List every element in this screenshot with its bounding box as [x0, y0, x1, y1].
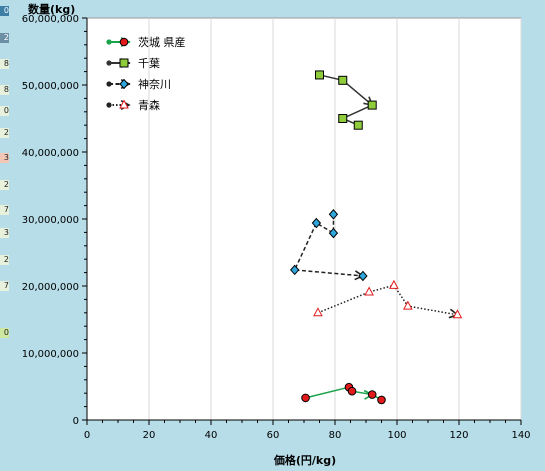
left-strip-cell: 8 — [0, 85, 9, 95]
x-tick-label: 80 — [329, 430, 342, 441]
y-tick-label: 30,000,000 — [22, 215, 79, 226]
data-point — [315, 70, 324, 80]
x-axis-title: 価格(円/kg) — [273, 453, 336, 467]
x-tick-label: 60 — [267, 430, 280, 441]
data-point — [290, 264, 300, 276]
data-point — [452, 309, 463, 319]
axes: 0 20 40 60 80 100 120 140 0 10,000,000 20,000,000 3… — [22, 14, 531, 441]
data-point — [367, 390, 377, 399]
x-tick-label: 140 — [511, 430, 530, 441]
x-tick-label: 120 — [449, 430, 468, 441]
data-point — [328, 209, 339, 220]
left-strip-cell: 2 — [0, 255, 9, 265]
data-point — [338, 75, 348, 85]
y-tick-label: 60,000,000 — [22, 14, 79, 25]
data-point — [367, 100, 377, 110]
left-strip-cell: 7 — [0, 205, 9, 215]
series-line — [293, 214, 363, 277]
data-point — [403, 300, 413, 310]
data-point — [364, 286, 374, 296]
legend-marker — [119, 78, 129, 90]
left-strip-cell: 2 — [0, 180, 9, 190]
left-strip-cell: 3 — [0, 153, 9, 163]
plot-area — [86, 17, 522, 421]
data-point — [389, 279, 399, 289]
legend-marker — [119, 58, 129, 68]
data-point — [353, 120, 363, 130]
x-tick-label: 20 — [143, 430, 156, 441]
legend-label: 青森 — [138, 98, 160, 112]
y-tick-label: 40,000,000 — [22, 148, 79, 159]
x-tick-label: 40 — [205, 430, 218, 441]
y-tick-label: 50,000,000 — [22, 81, 79, 92]
y-axis-title: 数量(kg) — [28, 2, 75, 16]
series-0 — [301, 382, 386, 405]
left-strip-cell: 7 — [0, 281, 9, 291]
y-tick-label: 20,000,000 — [22, 282, 79, 293]
left-strip-cell: 2 — [0, 128, 9, 138]
legend-marker — [119, 99, 129, 109]
left-strip-cell: 0 — [0, 6, 9, 16]
left-strip-cell: 8 — [0, 59, 9, 69]
series-2 — [290, 209, 368, 282]
x-tick-label: 0 — [84, 430, 90, 441]
legend-label: 茨城 県産 — [138, 35, 186, 49]
left-strip-cell: 0 — [0, 106, 9, 116]
data-point — [358, 270, 368, 282]
y-tick-label: 10,000,000 — [22, 349, 79, 360]
left-strip-cell: 3 — [0, 228, 9, 238]
data-point — [301, 393, 310, 403]
grid-lines — [148, 18, 522, 420]
data-point — [347, 386, 357, 396]
legend-marker — [119, 37, 129, 47]
data-point — [313, 307, 323, 317]
y-tick-label: 0 — [73, 416, 79, 427]
series-1 — [315, 70, 377, 130]
data-point — [311, 217, 322, 229]
data-point — [377, 395, 386, 405]
legend-label: 千葉 — [138, 56, 160, 70]
legend-label: 神奈川 — [138, 77, 171, 91]
left-strip-cell: 2 — [0, 33, 9, 43]
data-point — [338, 114, 348, 123]
series-3 — [313, 279, 463, 319]
data-point — [328, 227, 339, 239]
x-tick-label: 100 — [387, 430, 406, 441]
series-layer — [290, 70, 463, 405]
spreadsheet-cells-strip: 0 2 8 8 0 2 3 2 7 3 2 7 0 — [0, 0, 10, 471]
left-strip-cell: 0 — [0, 328, 9, 338]
